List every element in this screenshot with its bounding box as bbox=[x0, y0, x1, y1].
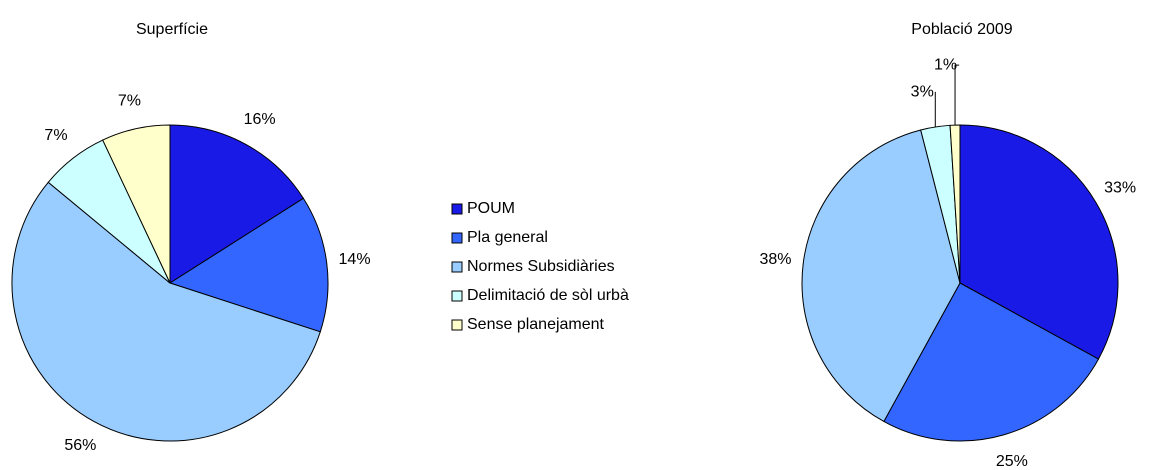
chart-title: Població 2009 bbox=[911, 21, 1013, 38]
pie-slice bbox=[11, 181, 321, 442]
chart-title: Superfície bbox=[136, 21, 208, 38]
data-label: 33% bbox=[1104, 180, 1136, 197]
pie-slice bbox=[949, 124, 961, 284]
data-label: 56% bbox=[64, 437, 96, 454]
data-label: 16% bbox=[244, 111, 276, 128]
legend-label: Delimitació de sòl urbà bbox=[467, 287, 629, 304]
pie-slice bbox=[168, 197, 329, 333]
legend-swatch bbox=[451, 261, 463, 273]
legend-swatch bbox=[451, 232, 463, 244]
legend-label: Sense planejament bbox=[467, 316, 605, 333]
data-label: 7% bbox=[44, 127, 67, 144]
legend-label: Normes Subsidiàries bbox=[467, 258, 615, 275]
legend-label: POUM bbox=[467, 200, 515, 217]
data-label: 7% bbox=[118, 93, 141, 110]
pie-slice bbox=[169, 124, 305, 284]
data-label: 25% bbox=[996, 453, 1028, 470]
legend-label: Pla general bbox=[467, 229, 548, 246]
data-label: 1% bbox=[934, 56, 957, 73]
legend-swatch bbox=[451, 290, 463, 302]
data-label: 14% bbox=[339, 251, 371, 268]
pie-slice bbox=[883, 282, 1100, 442]
leader-line bbox=[934, 91, 936, 127]
legend-swatch bbox=[451, 203, 463, 215]
data-label: 3% bbox=[911, 84, 934, 101]
data-label: 38% bbox=[759, 251, 791, 268]
pie-slice bbox=[801, 129, 961, 423]
pie-slice bbox=[102, 124, 171, 284]
pie-slice bbox=[959, 124, 1119, 360]
leader-line bbox=[954, 64, 960, 126]
legend-swatch bbox=[451, 319, 463, 331]
